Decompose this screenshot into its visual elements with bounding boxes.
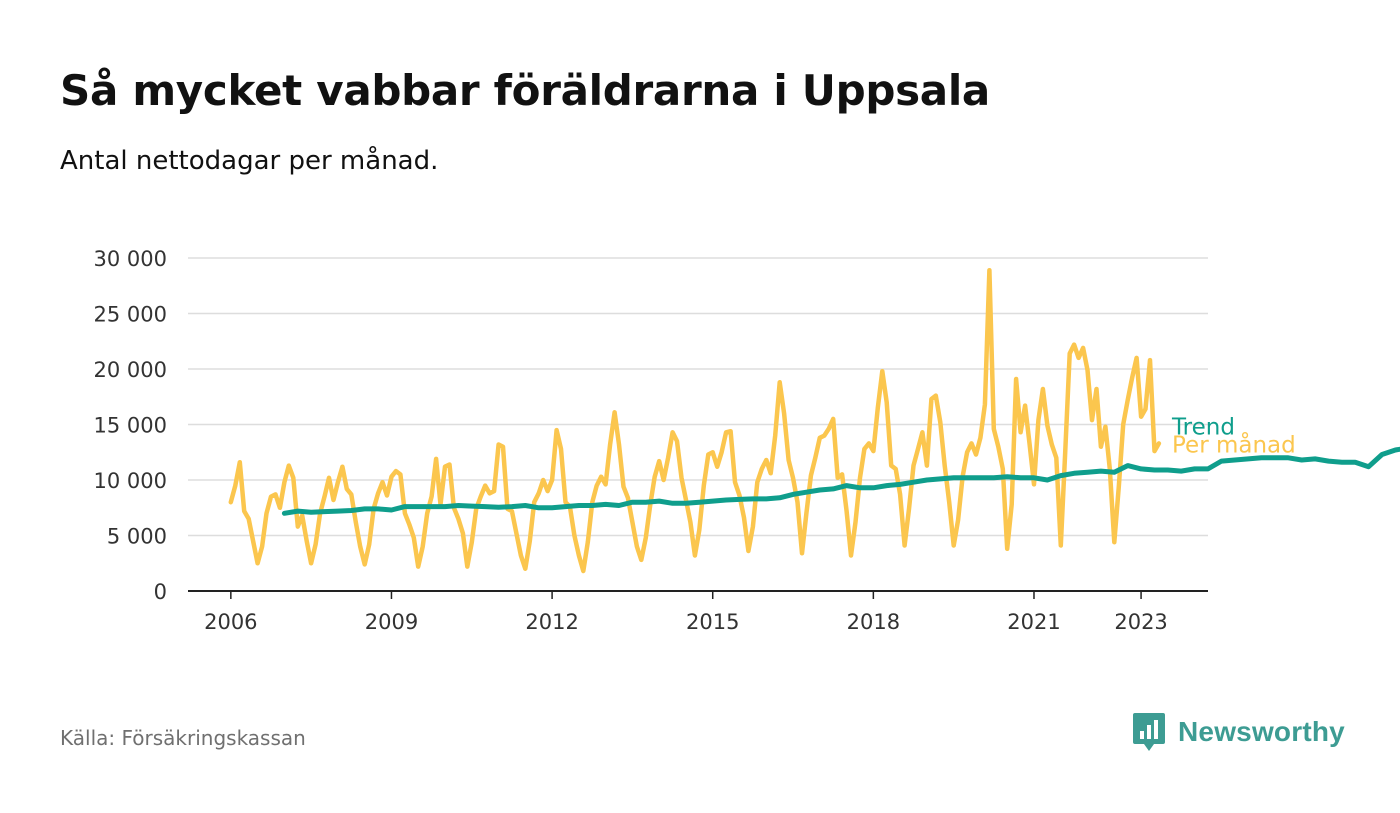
series-label-monthly: Per månad: [1172, 431, 1296, 459]
x-tick-label: 2021: [1007, 610, 1060, 634]
y-tick-label: 5 000: [107, 525, 167, 549]
x-tick-label: 2009: [365, 610, 418, 634]
brand[interactable]: Newsworthy: [1132, 712, 1345, 752]
series-lines: [228, 267, 1400, 574]
logo-bar-1: [1140, 731, 1144, 739]
x-tick-label: 2015: [686, 610, 739, 634]
chart-subtitle: Antal nettodagar per månad.: [60, 146, 439, 176]
series-line-trend: [281, 446, 1400, 516]
y-tick-label: 25 000: [94, 303, 167, 327]
x-tick-label: 2018: [847, 610, 900, 634]
x-axis-ticks: 2006 2009 2012 2015 2018 2021 2023: [204, 591, 1168, 634]
logo-bar-2: [1147, 725, 1151, 739]
newsworthy-logo-icon: [1133, 713, 1165, 751]
series-label-trend: Trend: [1171, 415, 1235, 441]
series-line-monthly: [228, 267, 1162, 574]
y-tick-label: 20 000: [94, 358, 167, 382]
logo-bar-3: [1154, 720, 1158, 739]
x-tick-label: 2006: [204, 610, 257, 634]
y-tick-label: 10 000: [94, 469, 167, 493]
y-tick-label: 30 000: [94, 247, 167, 271]
y-axis-ticks: 0 5 000 10 000 15 000 20 000 25 000 30 000: [94, 247, 167, 604]
chart-title: Så mycket vabbar föräldrarna i Uppsala: [60, 66, 990, 115]
x-tick-label: 2023: [1114, 610, 1167, 634]
x-tick-label: 2012: [525, 610, 578, 634]
brand-name: Newsworthy: [1178, 716, 1345, 747]
y-tick-label: 15 000: [94, 414, 167, 438]
y-tick-label: 0: [154, 580, 167, 604]
source-note: Källa: Försäkringskassan: [60, 726, 306, 750]
